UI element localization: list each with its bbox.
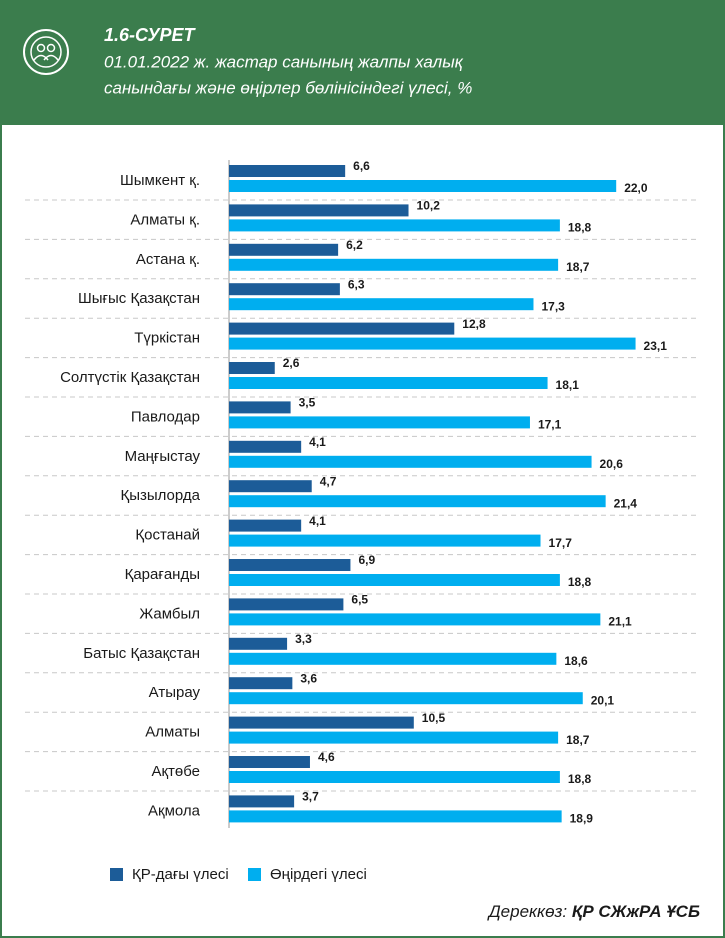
value-label: 22,0 [624, 181, 648, 195]
category-label: Маңғыстау [125, 448, 201, 465]
value-label: 10,5 [422, 711, 446, 725]
value-label: 17,1 [538, 418, 562, 432]
bar [229, 377, 548, 389]
bar [229, 495, 606, 508]
value-label: 17,3 [541, 299, 565, 313]
value-label: 18,6 [564, 654, 588, 668]
value-label: 10,2 [417, 199, 441, 213]
bar [229, 337, 636, 350]
source: Дереккөз: ҚР СЖжРА ҰСБ [487, 902, 700, 921]
value-label: 21,4 [614, 496, 638, 510]
value-label: 12,8 [462, 317, 486, 331]
value-label: 6,5 [351, 593, 368, 607]
legend-swatch [248, 868, 261, 881]
value-label: 4,1 [309, 435, 326, 449]
category-label: Павлодар [131, 408, 200, 425]
category-label: Солтүстік Қазақстан [60, 369, 200, 386]
bar [229, 598, 344, 611]
bar [229, 165, 346, 177]
bar [229, 362, 275, 374]
value-label: 18,8 [568, 575, 592, 589]
bar [229, 180, 617, 192]
value-label: 21,1 [608, 615, 632, 629]
source-name: ҚР СЖжРА ҰСБ [572, 902, 700, 921]
bar [229, 677, 293, 690]
bar [229, 559, 351, 571]
value-label: 18,8 [568, 221, 592, 235]
bar [229, 716, 414, 729]
bar [229, 283, 340, 296]
bar [229, 322, 455, 335]
category-label: Ақтөбе [151, 763, 200, 780]
value-label: 4,6 [318, 750, 335, 764]
chart-subtitle: 01.01.2022 ж. жастар санының жалпы халық [104, 52, 464, 71]
category-label: Шығыс Қазақстан [78, 290, 200, 307]
chart-subtitle: санындағы және өңірлер бөлінісіндегі үле… [104, 78, 472, 97]
value-label: 4,7 [320, 474, 337, 488]
legend-label: ҚР-дағы үлесі [132, 866, 229, 883]
category-label: Түркістан [134, 330, 200, 347]
category-label: Батыс Қазақстан [83, 645, 200, 662]
value-label: 6,3 [348, 277, 365, 291]
value-label: 18,7 [566, 733, 590, 747]
value-label: 18,8 [568, 772, 592, 786]
bar [229, 440, 302, 453]
value-label: 18,9 [570, 812, 594, 826]
value-label: 6,6 [353, 159, 370, 173]
legend-swatch [110, 868, 123, 881]
legend-label: Өңірдегі үлесі [270, 866, 367, 883]
value-label: 20,6 [600, 457, 624, 471]
chart-title: 1.6-СУРЕТ [104, 25, 197, 45]
category-label: Қарағанды [125, 566, 200, 583]
header-band [0, 0, 725, 125]
header-icon [23, 29, 69, 75]
value-label: 23,1 [644, 339, 668, 353]
value-label: 20,1 [591, 693, 615, 707]
bar [229, 416, 530, 429]
category-label: Атырау [149, 684, 201, 701]
bar [229, 401, 291, 414]
value-label: 3,3 [295, 632, 312, 646]
bar [229, 258, 559, 271]
value-label: 18,7 [566, 260, 590, 274]
bar [229, 637, 288, 650]
bar [229, 298, 534, 311]
bar [229, 771, 560, 783]
bar [229, 756, 310, 768]
bar [229, 652, 557, 665]
value-label: 6,2 [346, 238, 363, 252]
value-label: 6,9 [358, 553, 375, 567]
bar [229, 692, 583, 705]
bar [229, 204, 409, 217]
value-label: 18,1 [556, 378, 580, 392]
value-label: 4,1 [309, 514, 326, 528]
bar [229, 243, 339, 256]
value-label: 17,7 [549, 536, 573, 550]
category-label: Қостанай [135, 527, 200, 544]
bar [229, 574, 560, 586]
category-label: Астана қ. [136, 251, 200, 268]
category-label: Алматы [145, 724, 200, 741]
bar [229, 534, 541, 547]
category-label: Жамбыл [139, 605, 200, 622]
category-label: Шымкент қ. [120, 172, 200, 189]
bar [229, 613, 601, 626]
category-label: Алматы қ. [130, 211, 200, 228]
source-prefix: Дереккөз: [487, 902, 568, 921]
bar [229, 795, 295, 808]
value-label: 3,5 [299, 396, 316, 410]
bar [229, 519, 302, 532]
bar [229, 455, 592, 468]
value-label: 3,6 [300, 671, 317, 685]
category-label: Қызылорда [120, 487, 200, 504]
bar [229, 731, 559, 744]
category-label: Ақмола [148, 802, 201, 819]
value-label: 3,7 [302, 790, 319, 804]
bar [229, 219, 560, 232]
bar [229, 810, 562, 823]
bar [229, 480, 312, 493]
value-label: 2,6 [283, 356, 300, 370]
